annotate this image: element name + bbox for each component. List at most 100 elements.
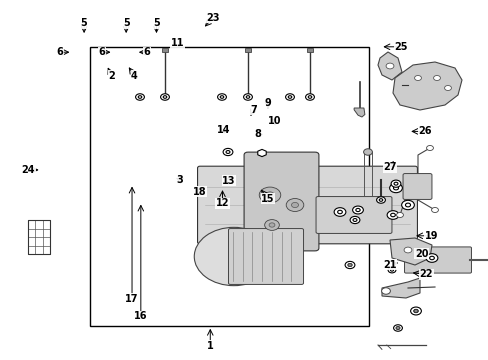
Circle shape [396,212,403,217]
Circle shape [337,210,342,214]
Circle shape [264,220,279,230]
Text: 9: 9 [264,98,271,108]
Text: 3: 3 [176,175,183,185]
Text: 6: 6 [143,47,150,57]
Circle shape [379,199,382,201]
Text: 16: 16 [134,311,147,321]
Text: 5: 5 [122,18,129,28]
Circle shape [381,288,389,294]
Circle shape [393,186,398,190]
Text: 1: 1 [206,341,213,351]
Circle shape [413,309,417,312]
Circle shape [163,96,166,98]
Text: 15: 15 [261,194,274,204]
Bar [244,48,250,52]
Text: 5: 5 [153,18,160,28]
Circle shape [347,264,351,266]
Bar [90,47,368,326]
Circle shape [393,182,397,185]
Text: 21: 21 [383,260,396,270]
Circle shape [390,213,394,217]
Text: 23: 23 [205,13,219,23]
Text: 14: 14 [217,125,230,135]
Polygon shape [257,149,265,157]
Text: 10: 10 [267,116,281,126]
Bar [28,220,50,254]
Circle shape [395,327,399,329]
Text: 7: 7 [249,105,256,115]
Polygon shape [392,62,461,110]
Circle shape [291,202,298,208]
Polygon shape [377,52,401,80]
Circle shape [285,94,294,100]
Circle shape [285,198,303,211]
Circle shape [389,183,402,193]
Circle shape [305,94,314,100]
Polygon shape [381,278,419,298]
Circle shape [246,96,249,98]
FancyBboxPatch shape [315,197,391,233]
Circle shape [243,94,252,100]
Text: 24: 24 [21,165,35,175]
Bar [162,48,167,52]
Circle shape [386,211,398,219]
Text: 22: 22 [419,269,432,279]
Text: 13: 13 [222,176,235,186]
Text: 12: 12 [215,198,229,208]
Circle shape [433,76,440,81]
Bar [306,48,312,52]
Circle shape [401,200,413,210]
Text: 18: 18 [192,186,206,197]
Text: 4: 4 [131,71,138,81]
Circle shape [363,149,372,155]
Circle shape [386,63,393,69]
Circle shape [425,254,437,262]
Circle shape [431,207,438,212]
FancyBboxPatch shape [402,174,431,199]
Text: 19: 19 [424,231,437,241]
Circle shape [389,269,393,271]
Text: 17: 17 [125,294,139,304]
Circle shape [138,96,142,98]
Circle shape [135,94,144,100]
Circle shape [287,96,291,98]
Circle shape [414,76,421,81]
Circle shape [444,85,450,90]
Text: 11: 11 [170,38,184,48]
Text: 27: 27 [383,162,396,172]
Polygon shape [353,108,364,117]
Circle shape [352,219,356,221]
Circle shape [220,96,224,98]
Circle shape [349,216,359,224]
Circle shape [413,310,417,312]
FancyBboxPatch shape [228,229,303,284]
Circle shape [194,228,273,285]
Text: 6: 6 [56,47,63,57]
Circle shape [333,208,345,216]
Circle shape [390,180,400,187]
Circle shape [223,148,232,156]
Circle shape [160,94,169,100]
Text: 26: 26 [418,126,431,136]
Circle shape [265,192,274,198]
Circle shape [426,145,432,150]
Circle shape [347,264,351,266]
Circle shape [393,325,402,331]
Circle shape [345,261,354,269]
Text: 20: 20 [414,249,427,259]
FancyBboxPatch shape [197,166,417,244]
Circle shape [403,247,411,253]
Text: 8: 8 [254,129,261,139]
Circle shape [307,96,311,98]
Circle shape [387,267,395,273]
Circle shape [352,206,363,214]
Text: 2: 2 [108,71,115,81]
Circle shape [355,208,360,212]
Circle shape [217,94,226,100]
Circle shape [410,307,421,315]
FancyBboxPatch shape [404,247,470,273]
Text: 5: 5 [81,18,87,28]
Circle shape [395,327,399,329]
Circle shape [259,187,280,203]
FancyBboxPatch shape [244,152,318,251]
